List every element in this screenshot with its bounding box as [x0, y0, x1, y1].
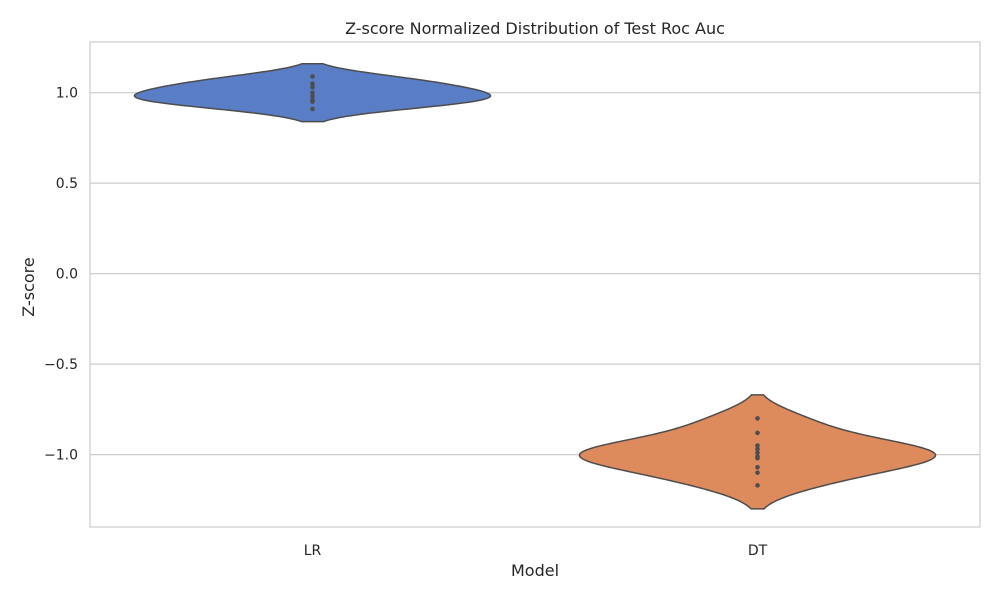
y-tick-label: 0.0	[56, 267, 78, 283]
grid-lines	[90, 92, 980, 456]
y-tick-label: 0.5	[56, 176, 78, 192]
x-tick-label-lr: LR	[304, 543, 322, 559]
data-point-lr	[310, 84, 315, 90]
data-point-dt	[755, 464, 760, 470]
data-point-lr	[310, 106, 315, 112]
violins	[133, 62, 937, 510]
y-tick-label: −0.5	[44, 357, 78, 373]
plot-frame	[89, 41, 981, 528]
chart-title: Z-score Normalized Distribution of Test …	[345, 19, 725, 38]
data-point-lr	[310, 81, 315, 86]
data-point-lr	[310, 99, 315, 105]
data-point-dt	[755, 483, 760, 488]
data-point-lr	[310, 93, 315, 99]
y-tick-label: −1.0	[44, 448, 78, 464]
data-point-lr	[310, 90, 315, 95]
data-point-dt	[755, 430, 760, 436]
data-point-dt	[755, 450, 760, 456]
data-point-dt	[755, 455, 760, 461]
y-tick-labels: 1.0 0.5 0.0 −0.5 −1.0	[44, 86, 78, 464]
data-point-dt	[755, 443, 760, 448]
y-axis-label: Z-score	[19, 257, 38, 316]
data-point-dt	[755, 416, 760, 421]
data-points	[310, 74, 760, 488]
data-point-dt	[755, 470, 760, 476]
data-point-dt	[755, 446, 760, 452]
x-tick-label-dt: DT	[748, 543, 768, 559]
x-axis-label: Model	[511, 561, 559, 580]
y-tick-label: 1.0	[56, 86, 78, 102]
x-tick-labels: LR DT	[304, 543, 768, 559]
data-point-lr	[310, 74, 315, 79]
